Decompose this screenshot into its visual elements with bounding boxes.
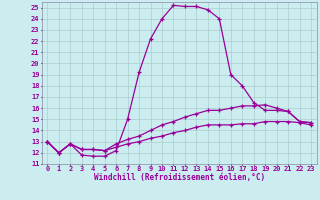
X-axis label: Windchill (Refroidissement éolien,°C): Windchill (Refroidissement éolien,°C) <box>94 173 265 182</box>
